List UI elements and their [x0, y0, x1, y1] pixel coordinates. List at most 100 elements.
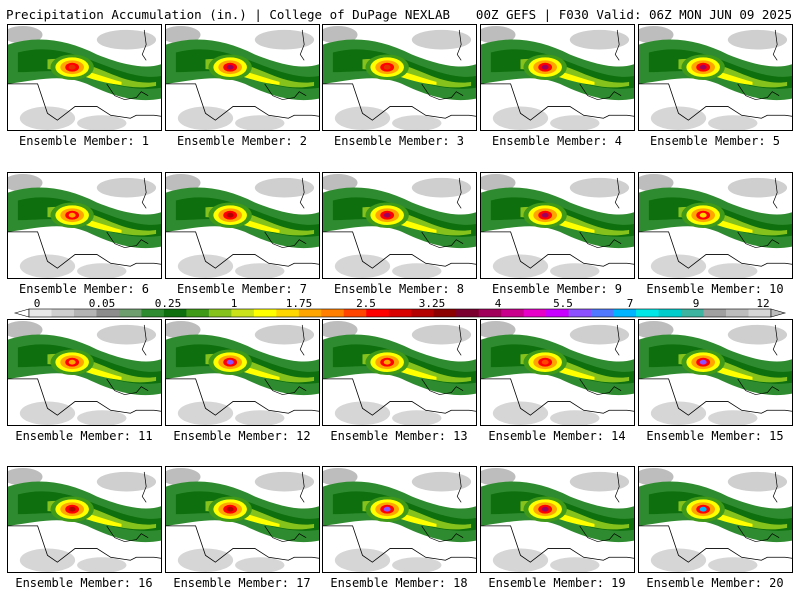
- colorbar-swatch: [658, 309, 682, 317]
- colorbar-tick-label: 7: [626, 297, 634, 310]
- ensemble-member-label: Ensemble Member: 17: [173, 576, 311, 590]
- ensemble-member-map: [165, 172, 320, 279]
- colorbar-swatch: [118, 309, 142, 317]
- ensemble-member-label: Ensemble Member: 8: [333, 282, 465, 296]
- colorbar-swatch: [703, 309, 727, 317]
- colorbar-swatch: [568, 309, 592, 317]
- colorbar-tick-label: 0.25: [154, 297, 182, 310]
- precip-map-graphic: [323, 25, 476, 130]
- ensemble-member-map: [7, 319, 162, 426]
- ensemble-member-label: Ensemble Member: 6: [18, 282, 150, 296]
- ensemble-member-label: Ensemble Member: 5: [649, 134, 781, 148]
- colorbar-tick-label: 0.05: [88, 297, 116, 310]
- precip-map-graphic: [8, 25, 161, 130]
- colorbar-swatch: [748, 309, 772, 317]
- ensemble-member-label: Ensemble Member: 13: [330, 429, 468, 443]
- ensemble-member-map: [165, 466, 320, 573]
- colorbar-swatch: [411, 309, 435, 317]
- ensemble-member-map: [638, 319, 793, 426]
- colorbar-swatch: [591, 309, 615, 317]
- precip-map-graphic: [8, 467, 161, 572]
- colorbar-tick-label: 2.5: [356, 297, 376, 310]
- ensemble-member-label: Ensemble Member: 3: [333, 134, 465, 148]
- colorbar-swatch: [681, 309, 705, 317]
- ensemble-member-label: Ensemble Member: 15: [646, 429, 784, 443]
- ensemble-member-map: [638, 466, 793, 573]
- ensemble-member-map: [638, 24, 793, 131]
- colorbar-swatch: [163, 309, 187, 317]
- ensemble-member-label: Ensemble Member: 10: [646, 282, 784, 296]
- precip-map-graphic: [8, 173, 161, 278]
- colorbar-swatch: [231, 309, 255, 317]
- colorbar-tick-label: 3.25: [418, 297, 446, 310]
- ensemble-member-label: Ensemble Member: 12: [173, 429, 311, 443]
- ensemble-member-label: Ensemble Member: 20: [646, 576, 784, 590]
- precip-map-graphic: [639, 173, 792, 278]
- colorbar-tick-label: 5.5: [553, 297, 573, 310]
- precip-map-graphic: [323, 173, 476, 278]
- precip-map-graphic: [481, 25, 634, 130]
- ensemble-member-label: Ensemble Member: 16: [15, 576, 153, 590]
- colorbar-swatch: [501, 309, 525, 317]
- colorbar-tick-label: 1.75: [285, 297, 313, 310]
- map-title: Precipitation Accumulation (in.) | Colle…: [6, 7, 451, 22]
- colorbar-swatch: [636, 309, 660, 317]
- ensemble-member-map: [322, 319, 477, 426]
- colorbar-swatch: [433, 309, 457, 317]
- precip-map-graphic: [639, 320, 792, 425]
- ensemble-member-label: Ensemble Member: 19: [488, 576, 626, 590]
- ensemble-member-label: Ensemble Member: 9: [491, 282, 623, 296]
- ensemble-member-label: Ensemble Member: 14: [488, 429, 626, 443]
- colorbar-swatch: [388, 309, 412, 317]
- ensemble-member-map: [480, 319, 635, 426]
- colorbar-swatch: [208, 309, 232, 317]
- colorbar-swatch: [96, 309, 120, 317]
- colorbar-swatch: [51, 309, 75, 317]
- precip-map-graphic: [639, 25, 792, 130]
- colorbar-swatch: [321, 309, 345, 317]
- precip-map-graphic: [323, 320, 476, 425]
- precip-map-graphic: [166, 467, 319, 572]
- ensemble-member-map: [7, 24, 162, 131]
- precip-map-graphic: [481, 467, 634, 572]
- colorbar: [13, 308, 787, 318]
- ensemble-member-map: [480, 172, 635, 279]
- precip-map-graphic: [481, 320, 634, 425]
- colorbar-tick-label: 9: [692, 297, 700, 310]
- colorbar-swatch: [276, 309, 300, 317]
- colorbar-swatch: [73, 309, 97, 317]
- ensemble-member-map: [638, 172, 793, 279]
- colorbar-swatch: [343, 309, 367, 317]
- ensemble-member-map: [7, 466, 162, 573]
- colorbar-swatch: [253, 309, 277, 317]
- colorbar-swatch: [186, 309, 210, 317]
- colorbar-swatch: [523, 309, 547, 317]
- colorbar-swatch: [141, 309, 165, 317]
- precip-map-graphic: [481, 173, 634, 278]
- ensemble-member-map: [322, 172, 477, 279]
- precip-map-graphic: [8, 320, 161, 425]
- colorbar-swatch: [456, 309, 480, 317]
- ensemble-member-label: Ensemble Member: 18: [330, 576, 468, 590]
- precip-map-graphic: [166, 25, 319, 130]
- colorbar-tick-label: 4: [494, 297, 502, 310]
- ensemble-member-map: [7, 172, 162, 279]
- colorbar-swatch: [546, 309, 570, 317]
- precip-map-graphic: [323, 467, 476, 572]
- ensemble-member-map: [322, 24, 477, 131]
- ensemble-member-label: Ensemble Member: 7: [176, 282, 308, 296]
- colorbar-swatch: [29, 309, 52, 317]
- colorbar-graphic: [13, 308, 787, 318]
- ensemble-member-label: Ensemble Member: 11: [15, 429, 153, 443]
- colorbar-tick-label: 0: [33, 297, 41, 310]
- colorbar-swatch: [366, 309, 390, 317]
- ensemble-member-label: Ensemble Member: 2: [176, 134, 308, 148]
- colorbar-swatch: [613, 309, 637, 317]
- ensemble-member-label: Ensemble Member: 4: [491, 134, 623, 148]
- precip-map-graphic: [166, 320, 319, 425]
- ensemble-member-map: [480, 466, 635, 573]
- valid-time: 00Z GEFS | F030 Valid: 06Z MON JUN 09 20…: [475, 7, 792, 22]
- colorbar-tick-label: 12: [756, 297, 770, 310]
- ensemble-member-map: [322, 466, 477, 573]
- ensemble-member-map: [165, 319, 320, 426]
